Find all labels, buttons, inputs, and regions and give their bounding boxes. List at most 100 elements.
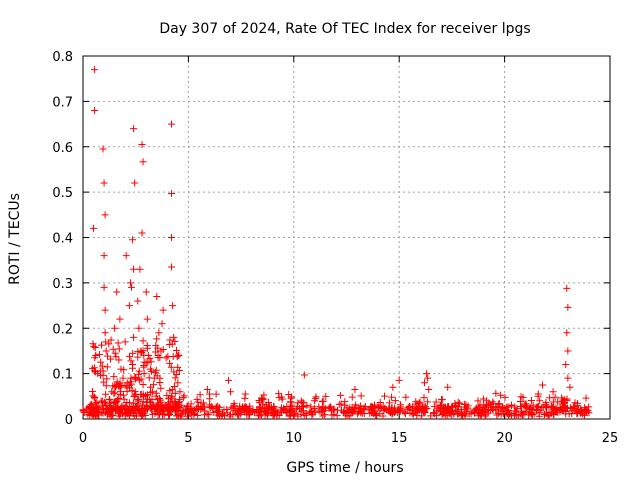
data-point (480, 406, 488, 414)
data-point (423, 370, 431, 378)
data-point (237, 409, 245, 417)
data-points (79, 66, 593, 420)
data-point (97, 341, 105, 349)
data-point (441, 406, 449, 414)
data-point (395, 376, 403, 384)
data-point (157, 384, 165, 392)
data-point (134, 297, 142, 305)
data-point (437, 403, 445, 411)
data-point (107, 336, 115, 344)
data-point (226, 412, 234, 420)
data-point (143, 341, 151, 349)
data-point (432, 398, 440, 406)
data-point (148, 406, 156, 414)
data-point (122, 252, 130, 260)
data-point (318, 398, 326, 406)
data-point (564, 303, 572, 311)
data-point (479, 395, 487, 403)
data-point (112, 353, 120, 361)
data-point (320, 406, 328, 414)
x-tick-label: 25 (602, 431, 619, 446)
data-point (456, 399, 464, 407)
data-point (551, 393, 559, 401)
data-point (172, 347, 180, 355)
data-point (489, 398, 497, 406)
data-point (418, 412, 426, 420)
data-point (126, 405, 134, 413)
data-point (564, 374, 572, 382)
data-point (140, 362, 148, 370)
data-point (518, 410, 526, 418)
data-point (110, 389, 118, 397)
data-point (137, 375, 145, 383)
data-point (131, 179, 139, 187)
data-point (164, 352, 172, 360)
data-point (203, 410, 211, 418)
data-point (129, 409, 137, 417)
data-point (187, 400, 195, 408)
data-point (166, 340, 174, 348)
data-point (443, 407, 451, 415)
data-point (275, 394, 283, 402)
data-point (287, 398, 295, 406)
data-point (497, 391, 505, 399)
data-point (387, 409, 395, 417)
data-point (351, 386, 359, 394)
data-point (282, 409, 290, 417)
data-point (163, 391, 171, 399)
data-point (153, 292, 161, 300)
data-point (164, 411, 172, 419)
data-point (151, 409, 159, 417)
data-point (110, 373, 118, 381)
data-point (127, 283, 135, 291)
data-point (102, 338, 110, 346)
data-point (194, 412, 202, 420)
data-point (361, 402, 369, 410)
data-point (123, 379, 131, 387)
data-point (93, 398, 101, 406)
data-point (255, 398, 263, 406)
data-point (115, 345, 123, 353)
data-point (131, 391, 139, 399)
data-point (111, 349, 119, 357)
data-point (132, 390, 140, 398)
data-point (134, 353, 142, 361)
y-tick-label: 0.7 (52, 95, 73, 110)
data-point (420, 379, 428, 387)
data-point (241, 403, 249, 411)
data-point (114, 403, 122, 411)
data-point (91, 106, 99, 114)
data-point (126, 384, 134, 392)
data-point (294, 412, 302, 420)
data-point (126, 378, 134, 386)
data-point (569, 406, 577, 414)
data-point (126, 279, 134, 287)
data-point (166, 402, 174, 410)
data-point (92, 399, 100, 407)
data-point (565, 410, 573, 418)
data-point (129, 236, 137, 244)
data-point (168, 406, 176, 414)
data-point (111, 398, 119, 406)
data-point (504, 403, 512, 411)
data-point (258, 395, 266, 403)
data-point (142, 288, 150, 296)
data-point (557, 405, 565, 413)
data-point (99, 145, 107, 153)
data-point (174, 363, 182, 371)
data-point (88, 404, 96, 412)
data-point (340, 408, 348, 416)
y-tick-label: 0.6 (52, 141, 73, 156)
data-point (328, 411, 336, 419)
data-point (203, 386, 211, 394)
data-point (139, 381, 147, 389)
data-point (119, 391, 127, 399)
data-point (139, 337, 147, 345)
data-point (109, 345, 117, 353)
data-point (145, 374, 153, 382)
data-point (99, 367, 107, 375)
data-point (580, 411, 588, 419)
data-point (420, 394, 428, 402)
data-point (149, 388, 157, 396)
y-axis-label: ROTI / TECUs (7, 193, 23, 285)
